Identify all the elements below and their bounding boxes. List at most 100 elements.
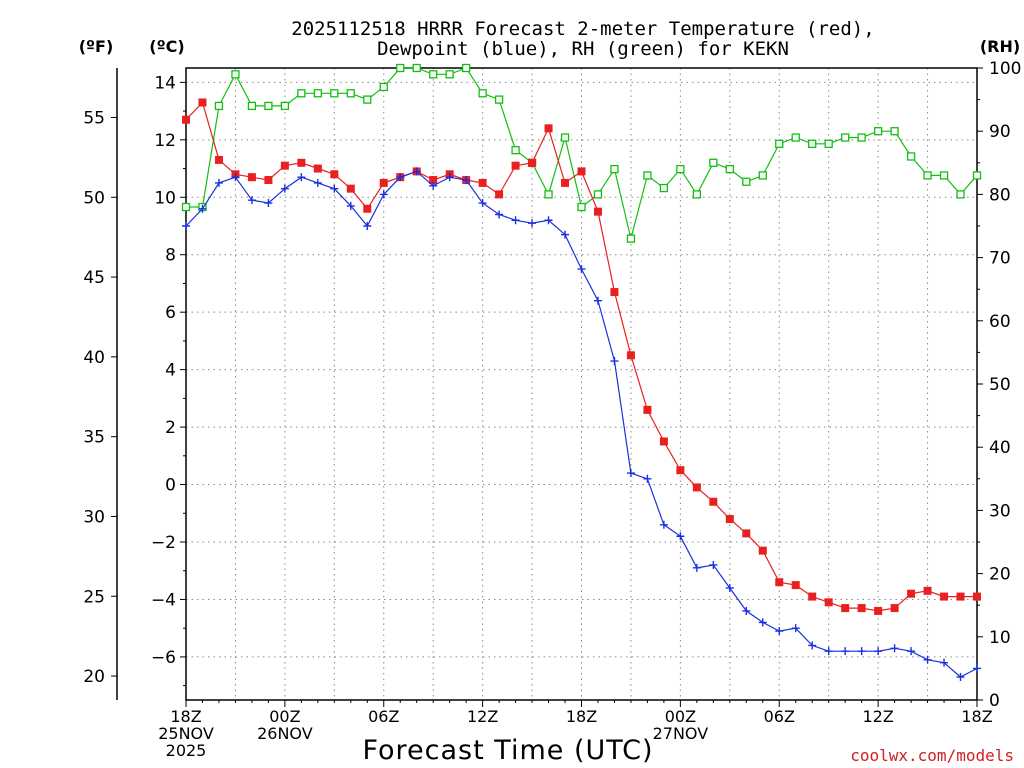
temperature-point (313, 164, 322, 173)
rh-point (692, 190, 702, 199)
rh-point (593, 190, 603, 199)
rh-point (461, 63, 471, 73)
temperature-point (198, 98, 207, 107)
rh-point (775, 139, 784, 148)
rh-point (841, 133, 850, 142)
dewpoint-point (643, 474, 652, 483)
chart-title-line-1: 2025112518 HRRR Forecast 2-meter Tempera… (291, 18, 874, 40)
temperature-point (610, 288, 619, 297)
dewpoint-point (462, 176, 471, 185)
rh-point (560, 133, 570, 142)
fahrenheit-tick-label: 40 (83, 348, 105, 368)
dewpoint-point (610, 357, 619, 366)
x-axis-title: Forecast Time (UTC) (362, 735, 653, 766)
dewpoint-point (709, 560, 718, 569)
temperature-point (247, 173, 256, 182)
rh-point (906, 152, 916, 161)
rh-point (231, 70, 240, 79)
x-tick-label: 26NOV (257, 724, 313, 743)
dewpoint-point (247, 196, 256, 205)
dewpoint-point (791, 624, 800, 633)
x-tick-label: 06Z (764, 707, 795, 726)
rh-tick-label: 20 (989, 565, 1011, 585)
rh-tick-label: 100 (989, 59, 1021, 79)
rh-point (890, 127, 899, 136)
temperature-point (824, 598, 833, 607)
temperature-point (742, 529, 751, 538)
rh-point (791, 133, 800, 142)
rh-tick-label: 60 (989, 312, 1011, 332)
rh-point (264, 101, 273, 111)
dewpoint-point (478, 199, 487, 208)
dewpoint-point (297, 173, 306, 182)
fahrenheit-tick-label: 45 (83, 268, 105, 288)
temperature-point (643, 405, 652, 414)
rh-point (808, 139, 817, 148)
temperature-point (808, 592, 817, 601)
rh-point (758, 171, 767, 180)
celsius-tick-label: 0 (165, 476, 176, 496)
temperature-point (511, 161, 520, 170)
rh-point (429, 70, 438, 79)
dewpoint-point (940, 658, 949, 667)
rh-point (478, 89, 487, 98)
temperature-point (709, 497, 718, 506)
rh-point (709, 158, 718, 167)
rh-tick-label: 40 (989, 438, 1011, 458)
x-tick-label: 27NOV (653, 724, 709, 743)
temperature-point (890, 604, 899, 613)
temperature-point (956, 592, 965, 601)
dewpoint-series (182, 167, 981, 682)
rh-point (330, 89, 339, 98)
dewpoint-point (857, 647, 866, 656)
dewpoint-point (593, 296, 602, 305)
rh-point (923, 171, 932, 180)
rh-point (214, 101, 224, 111)
fahrenheit-tick-label: 30 (83, 507, 105, 527)
dewpoint-point (874, 647, 883, 656)
temperature-point (692, 483, 701, 492)
temperature-point (923, 586, 932, 595)
celsius-tick-label: 10 (154, 188, 176, 208)
dewpoint-point (758, 618, 767, 627)
dewpoint-point (445, 173, 454, 182)
temperature-point (478, 178, 487, 187)
x-tick-label: 18Z (961, 707, 992, 726)
rh-point (643, 171, 652, 180)
rh-point (313, 89, 322, 98)
series-layer (181, 63, 982, 682)
temperature-point (841, 604, 850, 613)
dewpoint-point (379, 190, 388, 199)
dewpoint-point (841, 647, 850, 656)
rh-point (494, 95, 504, 104)
celsius-unit-label: (ºC) (149, 37, 184, 56)
rh-tick-label: 70 (989, 249, 1011, 269)
celsius-tick-label: −2 (151, 533, 176, 553)
fahrenheit-tick-label: 20 (83, 667, 105, 687)
rh-point (346, 89, 355, 98)
dewpoint-point (725, 583, 734, 592)
dewpoint-point (907, 647, 916, 656)
x-tick-label: 12Z (467, 707, 498, 726)
temperature-point (346, 184, 355, 193)
dewpoint-point (429, 181, 438, 190)
x-tick-label: 00Z (269, 707, 300, 726)
dewpoint-point (280, 184, 289, 193)
dewpoint-point (775, 627, 784, 636)
temperature-point (857, 604, 866, 613)
rh-point (626, 234, 636, 243)
rh-tick-label: 30 (989, 501, 1011, 521)
dewpoint-point (577, 265, 586, 274)
temperature-point (791, 581, 800, 590)
temperature-point (330, 170, 339, 179)
dewpoint-point (346, 201, 355, 210)
rh-point (280, 101, 290, 111)
temperature-point (182, 115, 190, 124)
x-tick-label: 18Z (170, 707, 201, 726)
dewpoint-point (511, 216, 520, 225)
temperature-point (659, 437, 668, 446)
temperature-point (577, 167, 586, 176)
dewpoint-point (313, 178, 322, 187)
x-tick-label: 2025 (166, 741, 207, 760)
